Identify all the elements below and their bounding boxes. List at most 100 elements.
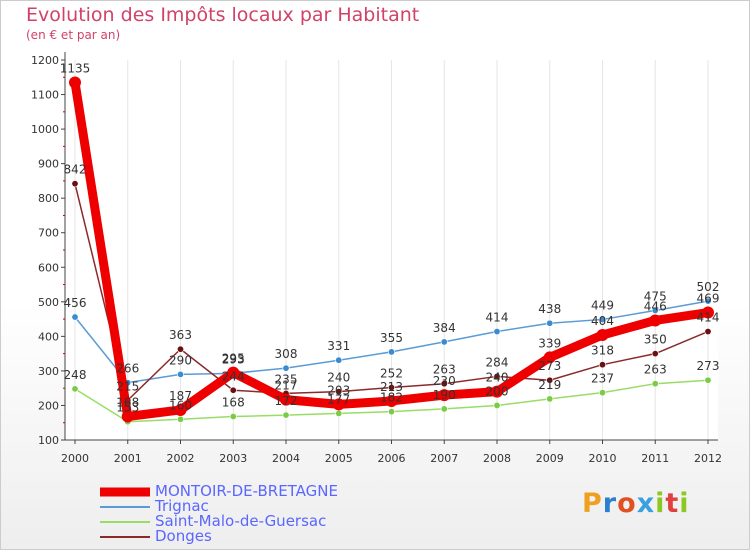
data-point (649, 314, 662, 327)
y-tick-label: 900 (38, 158, 59, 171)
data-point (177, 345, 185, 353)
data-point (704, 328, 712, 336)
data-point (71, 385, 79, 393)
data-label: 290 (169, 353, 192, 367)
data-label: 842 (64, 163, 87, 177)
y-tick-label: 700 (38, 227, 59, 240)
legend-label: MONTOIR-DE-BRETAGNE (155, 482, 339, 500)
data-point (177, 415, 185, 423)
data-label: 160 (169, 398, 192, 412)
data-label: 414 (697, 311, 720, 325)
data-label: 363 (169, 328, 192, 342)
legend-swatch (100, 535, 150, 538)
data-point (174, 403, 187, 416)
data-label: 235 (275, 372, 298, 386)
data-label: 456 (64, 296, 87, 310)
data-point (651, 306, 659, 314)
data-point (282, 364, 290, 372)
chart-legend: MONTOIR-DE-BRETAGNE Trignac Saint-Malo-de-… (100, 484, 400, 544)
data-label: 449 (591, 298, 614, 312)
data-point (335, 388, 343, 396)
data-label: 1135 (60, 61, 91, 75)
chart-title: Evolution des Impôts locaux par Habitant (26, 4, 420, 26)
y-tick-label: 400 (38, 330, 59, 343)
data-label: 404 (591, 314, 614, 328)
y-tick-label: 500 (38, 296, 59, 309)
data-label: 217 (275, 379, 298, 393)
data-label: 475 (644, 289, 667, 303)
x-tick-label: 2008 (483, 452, 511, 465)
data-point (335, 409, 343, 417)
data-label: 350 (644, 333, 667, 347)
legend-label: Saint-Malo-de-Guersac (155, 512, 327, 530)
data-point (493, 328, 501, 336)
data-point (598, 361, 606, 369)
legend-item: Donges (100, 529, 400, 544)
data-point (651, 380, 659, 388)
data-point (335, 356, 343, 364)
logo-letter: x (636, 488, 656, 519)
data-label: 263 (433, 363, 456, 377)
data-label: 200 (486, 384, 509, 398)
data-point (227, 366, 240, 379)
data-label: 502 (697, 280, 720, 294)
data-label: 230 (433, 374, 456, 388)
data-point (493, 372, 501, 380)
logo-letter: i (679, 488, 690, 519)
data-label: 240 (486, 371, 509, 385)
legend-item: MONTOIR-DE-BRETAGNE (100, 484, 400, 499)
data-label: 273 (697, 359, 720, 373)
data-label: 266 (116, 362, 139, 376)
legend-swatch (100, 520, 150, 523)
data-point (229, 386, 237, 394)
x-tick-label: 2011 (641, 452, 669, 465)
data-label: 273 (538, 359, 561, 373)
legend-label: Trignac (155, 497, 209, 515)
data-label: 446 (644, 299, 667, 313)
data-point (596, 328, 609, 341)
y-tick-label: 100 (38, 434, 59, 447)
data-label: 248 (64, 368, 87, 382)
data-point (651, 350, 659, 358)
data-point (71, 313, 79, 321)
data-label: 295 (222, 352, 245, 366)
x-tick-label: 2001 (114, 452, 142, 465)
proxiti-logo: Proxiti (582, 488, 690, 519)
legend-label: Donges (155, 527, 212, 545)
data-point (387, 348, 395, 356)
data-label: 187 (169, 389, 192, 403)
data-label: 339 (538, 336, 561, 350)
data-point (387, 408, 395, 416)
data-point (332, 398, 345, 411)
data-point (440, 338, 448, 346)
data-point (387, 383, 395, 391)
data-point (491, 385, 503, 398)
data-label: 182 (380, 391, 403, 405)
data-label: 240 (327, 371, 350, 385)
x-tick-label: 2006 (378, 452, 406, 465)
data-point (229, 413, 237, 421)
data-point (71, 180, 79, 188)
x-tick-label: 2000 (61, 452, 89, 465)
data-label: 168 (116, 396, 139, 410)
y-tick-label: 1200 (31, 54, 59, 67)
y-tick-label: 300 (38, 365, 59, 378)
data-label: 244 (222, 369, 245, 383)
data-point (440, 380, 448, 388)
data-label: 331 (327, 339, 350, 353)
data-point (546, 319, 554, 327)
data-label: 469 (697, 292, 720, 306)
data-label: 318 (591, 344, 614, 358)
data-point (704, 297, 712, 305)
data-label: 438 (538, 302, 561, 316)
logo-letter: i (655, 488, 666, 519)
data-label: 219 (538, 378, 561, 392)
data-label: 190 (433, 388, 456, 402)
logo-letter: t (665, 488, 680, 519)
data-point (546, 395, 554, 403)
y-tick-label: 200 (38, 399, 59, 412)
data-label: 384 (433, 321, 456, 335)
data-label: 293 (222, 352, 245, 366)
y-tick-label: 800 (38, 192, 59, 205)
